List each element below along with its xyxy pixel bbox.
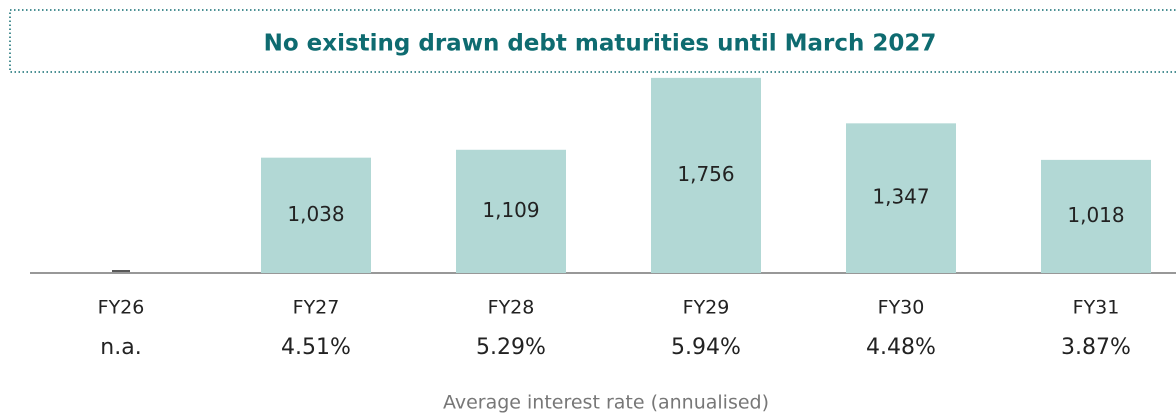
rate-label: 5.29% (476, 335, 546, 360)
rate-label: 3.87% (1061, 335, 1131, 360)
rate-label: 5.94% (671, 335, 741, 360)
x-tick-label: FY26 (98, 297, 145, 319)
value-label: 1,109 (482, 198, 539, 222)
rate-label: n.a. (100, 335, 141, 360)
value-label: 1,347 (872, 185, 929, 209)
bar (456, 149, 566, 273)
x-tick-label: FY27 (293, 297, 340, 319)
x-tick-label: FY30 (878, 297, 925, 319)
bar (846, 123, 956, 273)
value-label: 1,018 (1067, 203, 1124, 227)
rate-label: 4.51% (281, 335, 351, 360)
chart-title: No existing drawn debt maturities until … (264, 31, 937, 57)
title-box (9, 9, 1176, 73)
bar (1041, 159, 1151, 273)
bar (651, 77, 761, 273)
value-label: 1,038 (287, 202, 344, 226)
bar (261, 157, 371, 273)
rate-label: 4.48% (866, 335, 936, 360)
x-tick-label: FY31 (1073, 297, 1120, 319)
x-tick-label: FY28 (488, 297, 535, 319)
rate-axis-label: Average interest rate (annualised) (443, 392, 769, 414)
value-label: 1,756 (677, 162, 734, 186)
x-tick-label: FY29 (683, 297, 730, 319)
